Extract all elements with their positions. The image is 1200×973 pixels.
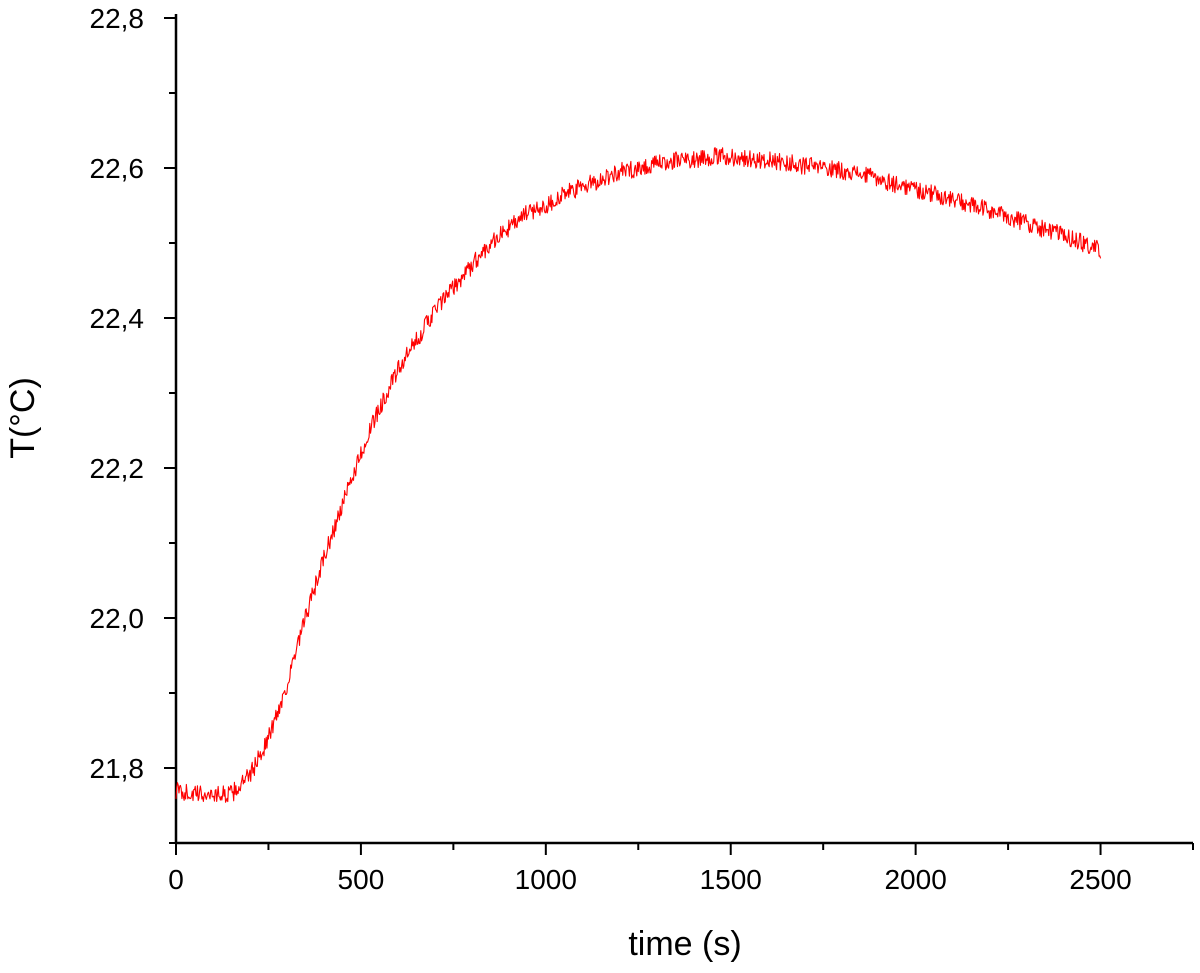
x-tick-label: 1500 [700,864,762,895]
x-axis-title: time (s) [628,925,741,963]
temperature-series-line [175,147,1102,803]
y-tick-label: 22,8 [90,3,145,34]
y-tick-label: 22,2 [90,453,145,484]
x-tick-label: 1000 [515,864,577,895]
plot-area [175,147,1102,803]
y-axis-title: T(°C) [4,377,42,459]
y-tick-label: 22,0 [90,603,145,634]
axes: 0 500 1000 1500 2000 2500 21,8 22,0 22,2 22,4 22,6… [90,3,1194,895]
y-tick-label: 22,6 [90,153,145,184]
y-tick-label: 21,8 [90,753,145,784]
x-tick-label: 500 [338,864,385,895]
x-tick-label: 2500 [1069,864,1131,895]
x-tick-label: 0 [168,864,184,895]
y-tick-label: 22,4 [90,303,145,334]
x-tick-label: 2000 [884,864,946,895]
